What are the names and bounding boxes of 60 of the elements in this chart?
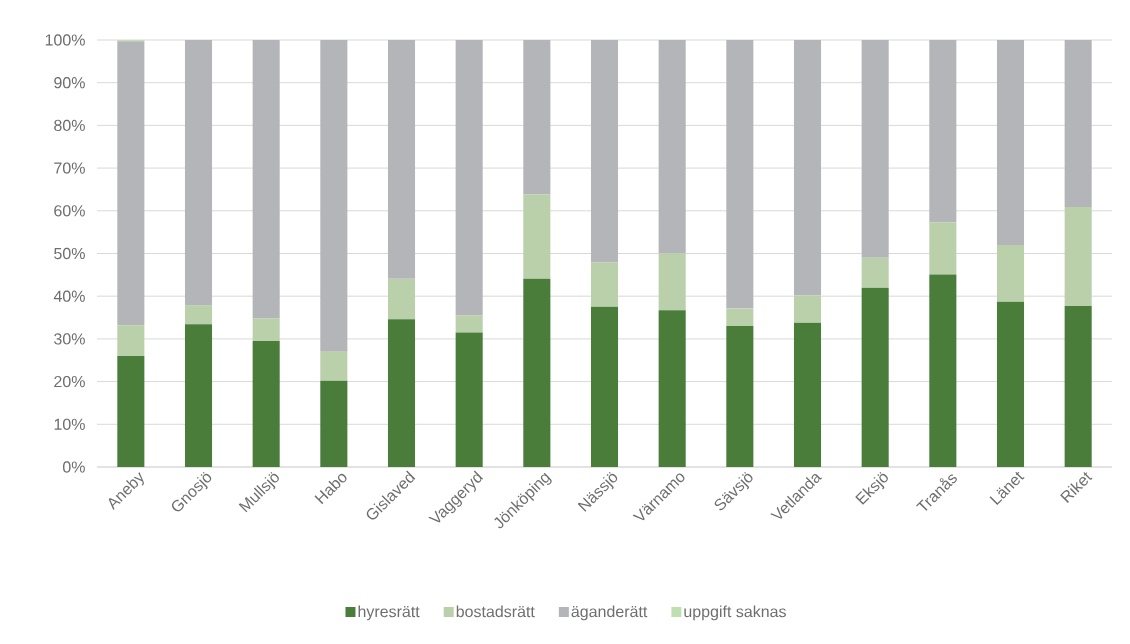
bar [117, 41, 145, 326]
bar [455, 39, 483, 316]
bar [523, 278, 551, 467]
bar [929, 274, 957, 467]
y-tick-label: 0% [62, 461, 85, 473]
bar [996, 244, 1025, 302]
legend-label: hyresrätt [358, 605, 420, 621]
bar [590, 306, 619, 467]
bar [252, 318, 280, 342]
y-tick-label: 10% [54, 418, 85, 430]
bar [590, 262, 619, 307]
bar [590, 39, 619, 263]
bar [1064, 306, 1092, 467]
bar [387, 319, 416, 467]
bar [387, 39, 416, 279]
bar [117, 325, 145, 356]
bar [320, 380, 348, 467]
bar [523, 194, 551, 279]
bar [861, 287, 889, 467]
bar [726, 326, 754, 467]
bar [184, 324, 213, 467]
bar [996, 39, 1025, 245]
y-tick-label: 50% [54, 247, 85, 260]
bar [1064, 206, 1092, 307]
bar [861, 257, 889, 288]
bar [320, 351, 348, 381]
y-tick-label: 100% [45, 34, 85, 46]
bar [658, 39, 686, 254]
legend-label: äganderätt [571, 605, 648, 621]
bar [455, 332, 483, 467]
bar [793, 322, 822, 467]
bar [1064, 39, 1092, 207]
bar [184, 39, 213, 306]
bar [726, 39, 754, 309]
bar [929, 39, 957, 223]
y-tick-label: 40% [53, 290, 85, 302]
bar [929, 222, 957, 275]
y-tick-label: 30% [54, 333, 85, 345]
y-tick-label: 70% [54, 162, 85, 174]
bar [726, 308, 754, 327]
bar [320, 39, 348, 352]
legend-label: bostadsrätt [456, 605, 535, 618]
bar [252, 341, 280, 467]
bar [658, 253, 686, 311]
bar [387, 278, 416, 320]
bar [184, 305, 213, 325]
bar [455, 315, 483, 333]
bar [861, 39, 889, 258]
bar [523, 39, 551, 195]
bar [117, 355, 145, 467]
bar [793, 39, 822, 296]
y-tick-label: 90% [54, 77, 85, 89]
bar [658, 310, 686, 467]
y-tick-label: 80% [54, 119, 85, 132]
y-tick-label: 20% [54, 375, 85, 388]
bar [996, 301, 1025, 467]
y-tick-label: 60% [54, 205, 85, 217]
legend-label: uppgift saknas [684, 605, 786, 621]
bar [793, 295, 822, 323]
bar [252, 39, 280, 319]
